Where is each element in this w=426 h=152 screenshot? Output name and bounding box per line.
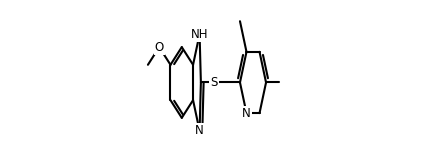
Text: S: S <box>210 76 217 89</box>
Text: N: N <box>242 107 250 120</box>
Text: O: O <box>154 41 164 54</box>
Text: N: N <box>195 124 204 137</box>
Text: NH: NH <box>190 28 208 41</box>
